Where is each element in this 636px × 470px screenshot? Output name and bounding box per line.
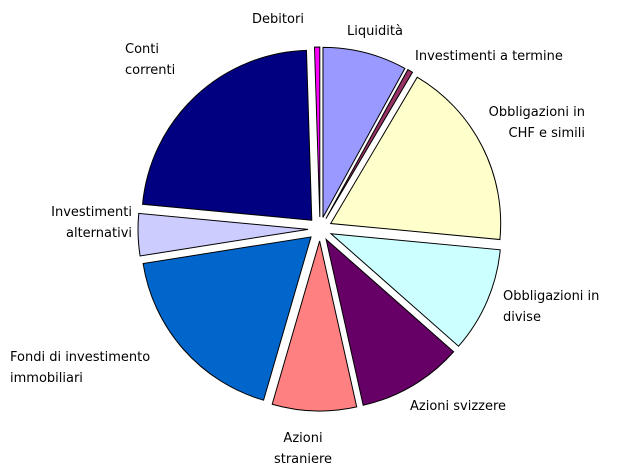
- slice-label: Investimenti a termine: [415, 49, 563, 64]
- pie-slice: [141, 49, 313, 221]
- slice-label: Azioni straniere: [273, 431, 333, 467]
- pie-slice: [329, 76, 502, 241]
- pie-slice: [271, 240, 358, 412]
- slice-label: Conti correnti: [125, 42, 176, 78]
- pie-slice: [322, 46, 406, 218]
- pie-slice: [137, 212, 309, 257]
- slice-label: Debitori: [252, 12, 304, 27]
- slice-label: Obbligazioni in divise: [503, 289, 600, 325]
- slice-label: Fondi di investimento immobiliari: [10, 350, 151, 386]
- slice-label: Azioni svizzere: [410, 399, 507, 414]
- slice-label: Obbligazioni in CHF e simili: [488, 105, 585, 141]
- pie-slice: [325, 68, 414, 219]
- pie-slice: [142, 236, 312, 401]
- pie-slice: [313, 46, 321, 218]
- pie-slice: [329, 233, 501, 347]
- pie-slice: [325, 237, 455, 406]
- slice-label: Liquidità: [347, 24, 403, 39]
- slice-label: Investimenti alternativi: [51, 205, 132, 241]
